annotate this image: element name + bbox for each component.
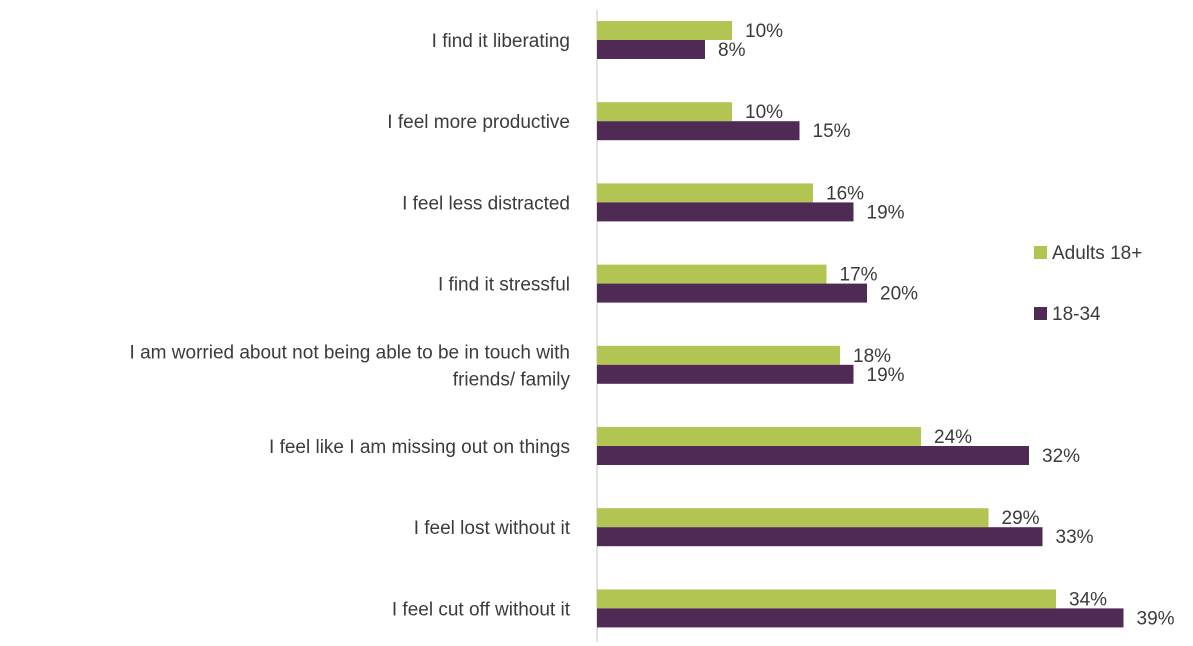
category-label: I find it liberating (432, 31, 570, 52)
data-label: 19% (867, 202, 905, 223)
bar (597, 364, 854, 384)
legend-swatch (1034, 307, 1047, 320)
legend-label: 18-34 (1052, 304, 1101, 325)
data-label: 10% (745, 21, 783, 42)
bar (597, 283, 867, 303)
category-label: I feel more productive (387, 112, 570, 133)
legend: Adults 18+ 18-34 (1034, 243, 1142, 325)
data-label: 15% (813, 121, 851, 142)
category-label: I feel cut off without it (392, 599, 571, 620)
data-label: 19% (867, 365, 905, 386)
value-labels: 10%8%10%15%16%19%17%20%18%19%24%32%29%33… (718, 21, 1175, 629)
bar (597, 264, 827, 284)
data-label: 33% (1056, 527, 1094, 548)
category-label: I feel like I am missing out on things (269, 437, 570, 458)
data-label: 17% (840, 265, 878, 286)
bars (597, 21, 1124, 628)
bar (597, 102, 732, 122)
bar (597, 345, 840, 365)
bar (597, 589, 1056, 609)
bar (597, 21, 732, 40)
bar (597, 608, 1124, 628)
bar (597, 121, 800, 141)
data-label: 24% (934, 427, 972, 448)
data-label: 8% (718, 40, 746, 61)
legend-label: Adults 18+ (1052, 243, 1142, 264)
data-label: 16% (826, 183, 864, 204)
category-labels: I find it liberating I feel more producti… (130, 31, 571, 620)
legend-swatch (1034, 246, 1047, 259)
bar (597, 183, 813, 203)
bar (597, 527, 1043, 547)
category-label: I feel less distracted (402, 193, 570, 214)
bar (597, 508, 989, 528)
bar (597, 446, 1029, 465)
data-label: 18% (853, 346, 891, 367)
bar (597, 202, 854, 222)
data-label: 39% (1137, 608, 1175, 629)
bar (597, 427, 921, 446)
data-label: 20% (880, 284, 918, 305)
category-label: I find it stressful (438, 275, 570, 296)
data-label: 34% (1069, 589, 1107, 610)
data-label: 10% (745, 102, 783, 123)
data-label: 29% (1002, 508, 1040, 529)
data-label: 32% (1042, 446, 1080, 467)
category-label: I feel lost without it (414, 518, 571, 539)
bar (597, 40, 705, 59)
category-label: I am worried about not being able to be … (130, 342, 571, 390)
